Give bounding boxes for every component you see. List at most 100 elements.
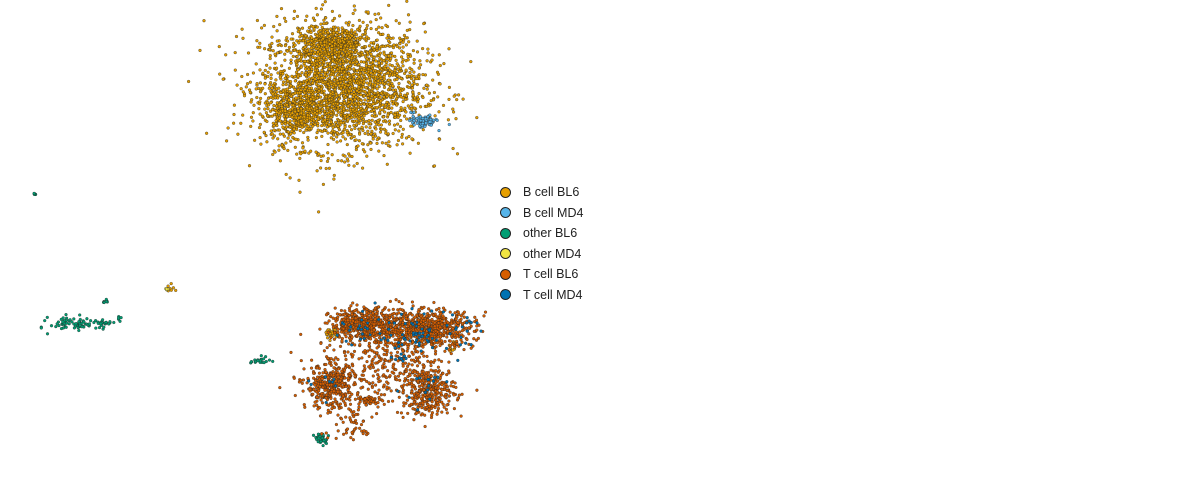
point-b-cell-bl6: [344, 95, 348, 99]
point-b-cell-bl6: [306, 138, 310, 142]
point-b-cell-bl6: [393, 115, 397, 120]
point-b-cell-bl6: [385, 94, 389, 98]
point-b-cell-bl6: [392, 100, 396, 104]
point-b-cell-bl6: [362, 68, 366, 72]
point-b-cell-bl6: [348, 78, 352, 82]
point-b-cell-bl6: [323, 65, 327, 69]
point-b-cell-bl6: [397, 21, 401, 25]
point-t-cell-bl6: [455, 339, 459, 343]
point-t-cell-bl6: [433, 352, 438, 356]
point-b-cell-bl6: [316, 50, 320, 54]
point-b-cell-bl6: [295, 152, 299, 156]
point-b-cell-bl6: [358, 35, 362, 39]
point-t-cell-bl6: [337, 406, 341, 410]
point-t-cell-bl6: [326, 385, 330, 389]
point-t-cell-bl6: [441, 306, 446, 310]
point-b-cell-bl6: [317, 210, 321, 214]
point-b-cell-bl6: [325, 45, 329, 49]
point-b-cell-bl6: [374, 59, 378, 63]
point-b-cell-bl6: [372, 40, 376, 45]
point-b-cell-bl6: [307, 151, 311, 155]
point-t-cell-bl6: [365, 310, 369, 314]
point-b-cell-bl6: [379, 108, 383, 112]
point-b-cell-bl6: [268, 54, 272, 58]
point-b-cell-bl6: [254, 62, 258, 66]
point-b-cell-bl6: [299, 152, 303, 156]
point-t-cell-bl6: [330, 407, 334, 411]
point-b-cell-bl6: [431, 78, 435, 82]
point-b-cell-bl6: [283, 109, 287, 113]
point-b-cell-bl6: [333, 75, 337, 79]
point-b-cell-bl6: [330, 9, 334, 13]
point-t-cell-bl6: [346, 318, 350, 322]
point-b-cell-bl6: [282, 114, 286, 118]
point-b-cell-bl6: [386, 57, 390, 61]
point-b-cell-bl6: [313, 56, 317, 60]
point-b-cell-bl6: [326, 31, 330, 35]
point-b-cell-bl6: [284, 172, 288, 176]
point-t-cell-bl6: [435, 330, 440, 334]
point-t-cell-bl6: [442, 331, 446, 335]
point-b-cell-bl6: [338, 62, 342, 66]
point-b-cell-bl6: [318, 61, 322, 65]
point-other-bl6: [258, 359, 262, 363]
point-b-cell-bl6: [289, 80, 293, 84]
point-b-cell-bl6: [273, 92, 278, 96]
point-t-cell-bl6: [431, 313, 436, 317]
point-b-cell-bl6: [357, 85, 361, 89]
point-b-cell-bl6: [357, 112, 361, 117]
point-b-cell-bl6: [272, 103, 276, 108]
point-t-cell-bl6: [343, 309, 347, 313]
point-b-cell-bl6: [451, 348, 455, 352]
point-b-cell-bl6: [337, 28, 341, 32]
point-b-cell-bl6: [269, 76, 273, 80]
point-b-cell-bl6: [270, 41, 274, 45]
point-t-cell-bl6: [346, 376, 350, 380]
point-b-cell-bl6: [290, 115, 294, 119]
point-t-cell-bl6: [391, 327, 395, 331]
point-t-cell-bl6: [371, 381, 375, 385]
point-other-bl6: [61, 320, 65, 324]
point-b-cell-bl6: [251, 111, 255, 115]
point-b-cell-bl6: [438, 63, 442, 68]
point-b-cell-bl6: [299, 94, 303, 98]
point-b-cell-bl6: [320, 68, 324, 72]
point-b-cell-bl6: [278, 42, 282, 47]
point-t-cell-bl6: [301, 378, 305, 382]
point-b-cell-bl6: [378, 81, 383, 85]
point-b-cell-bl6: [326, 336, 330, 340]
point-t-cell-bl6: [458, 330, 462, 334]
point-t-cell-bl6: [373, 317, 377, 321]
point-b-cell-bl6: [302, 109, 306, 113]
point-b-cell-bl6: [321, 30, 325, 34]
point-b-cell-bl6: [329, 27, 333, 31]
point-b-cell-bl6: [255, 82, 259, 86]
point-b-cell-bl6: [393, 128, 397, 132]
point-b-cell-bl6: [276, 137, 280, 141]
point-t-cell-bl6: [450, 342, 455, 346]
point-t-cell-bl6: [385, 317, 389, 321]
point-b-cell-bl6: [300, 71, 304, 75]
point-b-cell-bl6: [263, 82, 267, 86]
point-b-cell-bl6: [373, 120, 377, 124]
point-t-cell-bl6: [438, 343, 442, 348]
point-t-cell-bl6: [465, 337, 469, 342]
point-t-cell-bl6: [462, 315, 466, 319]
point-b-cell-bl6: [281, 72, 285, 76]
point-b-cell-bl6: [386, 113, 390, 117]
point-b-cell-bl6: [373, 95, 377, 99]
point-b-cell-bl6: [292, 119, 296, 123]
point-b-cell-bl6: [413, 106, 417, 110]
point-b-cell-bl6: [388, 86, 392, 90]
point-b-cell-bl6: [405, 0, 409, 3]
point-b-cell-bl6: [368, 92, 372, 96]
point-other-bl6: [259, 354, 263, 358]
point-b-cell-bl6: [247, 164, 252, 168]
point-t-cell-bl6: [446, 321, 450, 325]
point-t-cell-bl6: [301, 389, 305, 393]
point-b-cell-bl6: [269, 73, 273, 77]
point-other-bl6: [65, 321, 69, 325]
point-t-cell-bl6: [474, 318, 479, 322]
point-other-bl6: [117, 316, 121, 320]
